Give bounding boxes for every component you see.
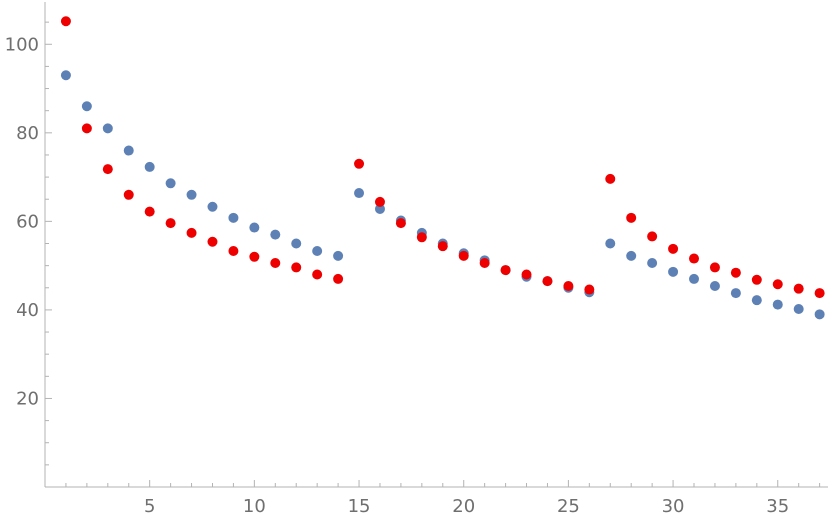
data-point — [270, 257, 281, 268]
data-point — [207, 201, 218, 212]
data-point — [395, 218, 406, 229]
data-point — [772, 299, 783, 310]
y-tick-label: 60 — [16, 211, 39, 232]
x-tick-label: 20 — [452, 496, 475, 517]
data-point — [709, 262, 720, 273]
data-point — [751, 295, 762, 306]
data-point — [374, 203, 385, 214]
data-point — [647, 257, 658, 268]
axes: 5 10 15 20 25 30 35 20 40 60 80 100 — [5, 2, 828, 517]
data-point — [165, 178, 176, 189]
data-point — [458, 250, 469, 261]
data-point — [730, 288, 741, 299]
data-point — [647, 231, 658, 242]
data-point — [228, 246, 239, 257]
data-point — [123, 145, 134, 156]
data-point — [81, 101, 92, 112]
data-point — [814, 288, 825, 299]
data-point — [60, 70, 71, 81]
data-point — [689, 273, 700, 284]
y-tick-label: 40 — [16, 300, 39, 321]
data-point — [144, 206, 155, 217]
data-point — [291, 262, 302, 273]
data-point — [333, 273, 344, 284]
data-point — [165, 218, 176, 229]
data-point — [374, 196, 385, 207]
data-point — [500, 265, 511, 276]
data-point — [249, 251, 260, 262]
data-point — [772, 279, 783, 290]
data-point — [123, 189, 134, 200]
data-point — [709, 281, 720, 292]
data-point — [437, 241, 448, 252]
data-points — [60, 16, 825, 320]
data-point — [144, 161, 155, 172]
series-2 — [60, 16, 825, 299]
series-1 — [60, 70, 825, 320]
data-point — [102, 123, 113, 134]
x-tick-label: 10 — [243, 496, 266, 517]
data-point — [605, 238, 616, 249]
data-point — [793, 304, 804, 315]
data-point — [563, 281, 574, 292]
y-tick-label: 80 — [16, 123, 39, 144]
x-tick-label: 15 — [348, 496, 371, 517]
data-point — [626, 212, 637, 223]
x-tick-label: 25 — [557, 496, 580, 517]
data-point — [249, 222, 260, 233]
data-point — [626, 250, 637, 261]
data-point — [186, 189, 197, 200]
data-point — [291, 238, 302, 249]
data-point — [730, 267, 741, 278]
data-point — [668, 243, 679, 254]
data-point — [814, 309, 825, 320]
data-point — [354, 188, 365, 199]
data-point — [605, 173, 616, 184]
data-point — [81, 123, 92, 134]
data-point — [521, 269, 532, 280]
data-point — [584, 284, 595, 295]
data-point — [542, 276, 553, 287]
x-tick-label: 35 — [766, 496, 789, 517]
data-point — [60, 16, 71, 27]
data-point — [479, 257, 490, 268]
data-point — [102, 164, 113, 175]
data-point — [793, 283, 804, 294]
y-tick-label: 20 — [16, 388, 39, 409]
data-point — [416, 232, 427, 243]
data-point — [207, 236, 218, 247]
data-point — [270, 229, 281, 240]
data-point — [312, 269, 323, 280]
data-point — [312, 246, 323, 257]
x-tick-label: 5 — [144, 496, 155, 517]
data-point — [354, 158, 365, 169]
data-point — [689, 253, 700, 264]
data-point — [186, 227, 197, 238]
data-point — [751, 274, 762, 285]
y-tick-label: 100 — [5, 34, 39, 55]
data-point — [333, 250, 344, 261]
data-point — [228, 212, 239, 223]
data-point — [668, 266, 679, 277]
x-tick-label: 30 — [662, 496, 685, 517]
